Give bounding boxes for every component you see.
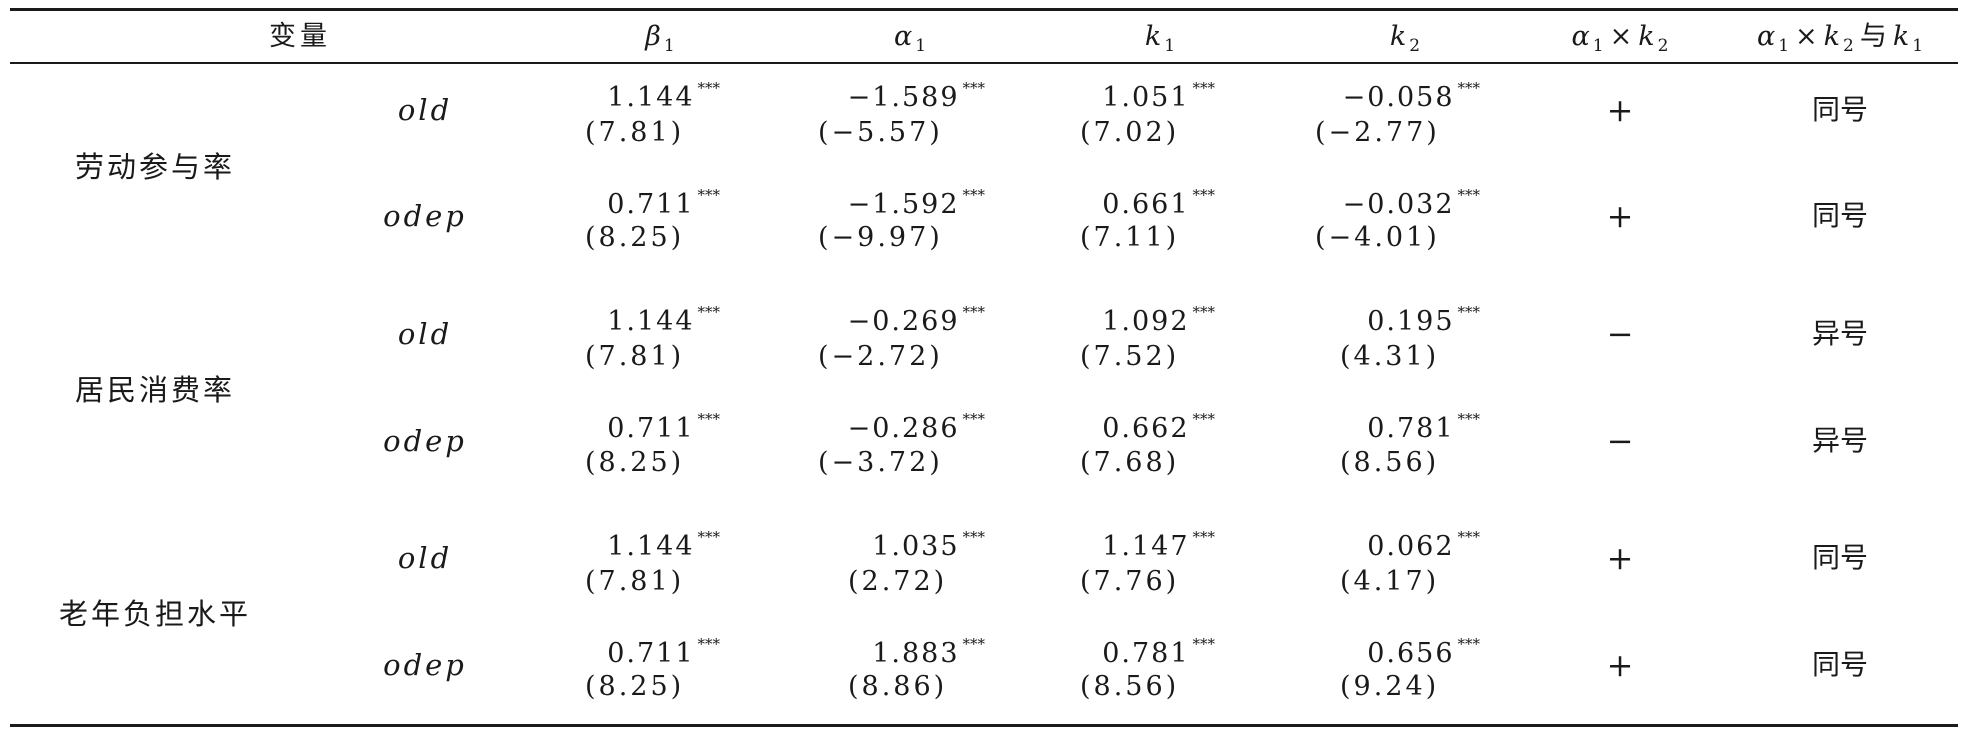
- k1-t-value: (7.11): [1080, 222, 1180, 253]
- beta1-t-value: (7.81): [585, 117, 685, 148]
- k2-t-value: (−4.01): [1315, 222, 1440, 253]
- alpha1-coefficient: −0.269 ***: [847, 303, 985, 337]
- k2-coefficient: 0.195 ***: [1367, 303, 1480, 337]
- alpha1-coefficient: 1.035 ***: [872, 528, 985, 562]
- beta1-t-value: (8.25): [585, 222, 685, 253]
- beta1-t-value: (8.25): [585, 671, 685, 702]
- category-label: 劳动参与率: [74, 150, 235, 184]
- alpha1-t-value: (2.72): [848, 566, 948, 597]
- table-top-rule: [10, 8, 1958, 11]
- k2-coefficient: 0.781 ***: [1367, 410, 1480, 444]
- product-sign: +: [1606, 197, 1634, 235]
- k2-coefficient: −0.058 ***: [1342, 79, 1480, 113]
- header-sign-comparison: α 1 × k 2 与 k 1: [1756, 21, 1924, 56]
- product-sign: +: [1606, 646, 1634, 684]
- row-variable: old: [397, 93, 453, 127]
- k2-t-value: (8.56): [1340, 447, 1440, 478]
- k2-coefficient: 0.656 ***: [1367, 635, 1480, 669]
- k2-t-value: (9.24): [1340, 671, 1440, 702]
- k1-coefficient: 1.147 ***: [1102, 528, 1215, 562]
- alpha1-t-value: (−3.72): [818, 447, 943, 478]
- sign-comparison-result: 同号: [1811, 93, 1868, 126]
- beta1-coefficient: 1.144 ***: [607, 303, 720, 337]
- header-alpha1-times-k2: α 1 × k 2: [1571, 21, 1669, 56]
- sign-comparison-result: 同号: [1811, 648, 1868, 681]
- alpha1-t-value: (−2.72): [818, 341, 943, 372]
- k2-t-value: (−2.77): [1315, 117, 1440, 148]
- k1-t-value: (7.76): [1080, 566, 1180, 597]
- k1-coefficient: 0.781 ***: [1102, 635, 1215, 669]
- product-sign: −: [1606, 315, 1634, 353]
- beta1-coefficient: 1.144 ***: [607, 528, 720, 562]
- alpha1-coefficient: 1.883 ***: [872, 635, 985, 669]
- product-sign: +: [1606, 539, 1634, 577]
- beta1-coefficient: 0.711 ***: [607, 410, 720, 444]
- alpha1-coefficient: −0.286 ***: [847, 410, 985, 444]
- table-header-rule: [10, 62, 1958, 64]
- row-variable: odep: [383, 199, 467, 233]
- header-variable: 变量: [269, 21, 331, 52]
- k2-t-value: (4.17): [1340, 566, 1440, 597]
- alpha1-coefficient: −1.589 ***: [847, 79, 985, 113]
- k1-t-value: (7.68): [1080, 447, 1180, 478]
- beta1-t-value: (8.25): [585, 447, 685, 478]
- alpha1-t-value: (−9.97): [818, 222, 943, 253]
- alpha1-t-value: (−5.57): [818, 117, 943, 148]
- alpha1-t-value: (8.86): [848, 671, 948, 702]
- category-label: 老年负担水平: [58, 597, 251, 631]
- k1-coefficient: 0.661 ***: [1102, 186, 1215, 220]
- beta1-t-value: (7.81): [585, 566, 685, 597]
- k1-t-value: (7.52): [1080, 341, 1180, 372]
- k1-t-value: (8.56): [1080, 671, 1180, 702]
- sign-comparison-result: 同号: [1811, 199, 1868, 232]
- k1-coefficient: 1.092 ***: [1102, 303, 1215, 337]
- sign-comparison-result: 同号: [1811, 541, 1868, 574]
- product-sign: +: [1606, 91, 1634, 129]
- k1-t-value: (7.02): [1080, 117, 1180, 148]
- beta1-coefficient: 1.144 ***: [607, 79, 720, 113]
- sign-comparison-result: 异号: [1811, 317, 1868, 350]
- beta1-coefficient: 0.711 ***: [607, 635, 720, 669]
- beta1-coefficient: 0.711 ***: [607, 186, 720, 220]
- k1-coefficient: 1.051 ***: [1102, 79, 1215, 113]
- table-bottom-rule: [10, 724, 1958, 727]
- sign-comparison-result: 异号: [1811, 424, 1868, 457]
- category-label: 居民消费率: [74, 373, 235, 407]
- row-variable: old: [397, 317, 453, 351]
- beta1-t-value: (7.81): [585, 341, 685, 372]
- alpha1-coefficient: −1.592 ***: [847, 186, 985, 220]
- k2-coefficient: 0.062 ***: [1367, 528, 1480, 562]
- k2-t-value: (4.31): [1340, 341, 1440, 372]
- k2-coefficient: −0.032 ***: [1342, 186, 1480, 220]
- k1-coefficient: 0.662 ***: [1102, 410, 1215, 444]
- row-variable: old: [397, 541, 453, 575]
- row-variable: odep: [383, 648, 467, 682]
- product-sign: −: [1606, 422, 1634, 460]
- row-variable: odep: [383, 424, 467, 458]
